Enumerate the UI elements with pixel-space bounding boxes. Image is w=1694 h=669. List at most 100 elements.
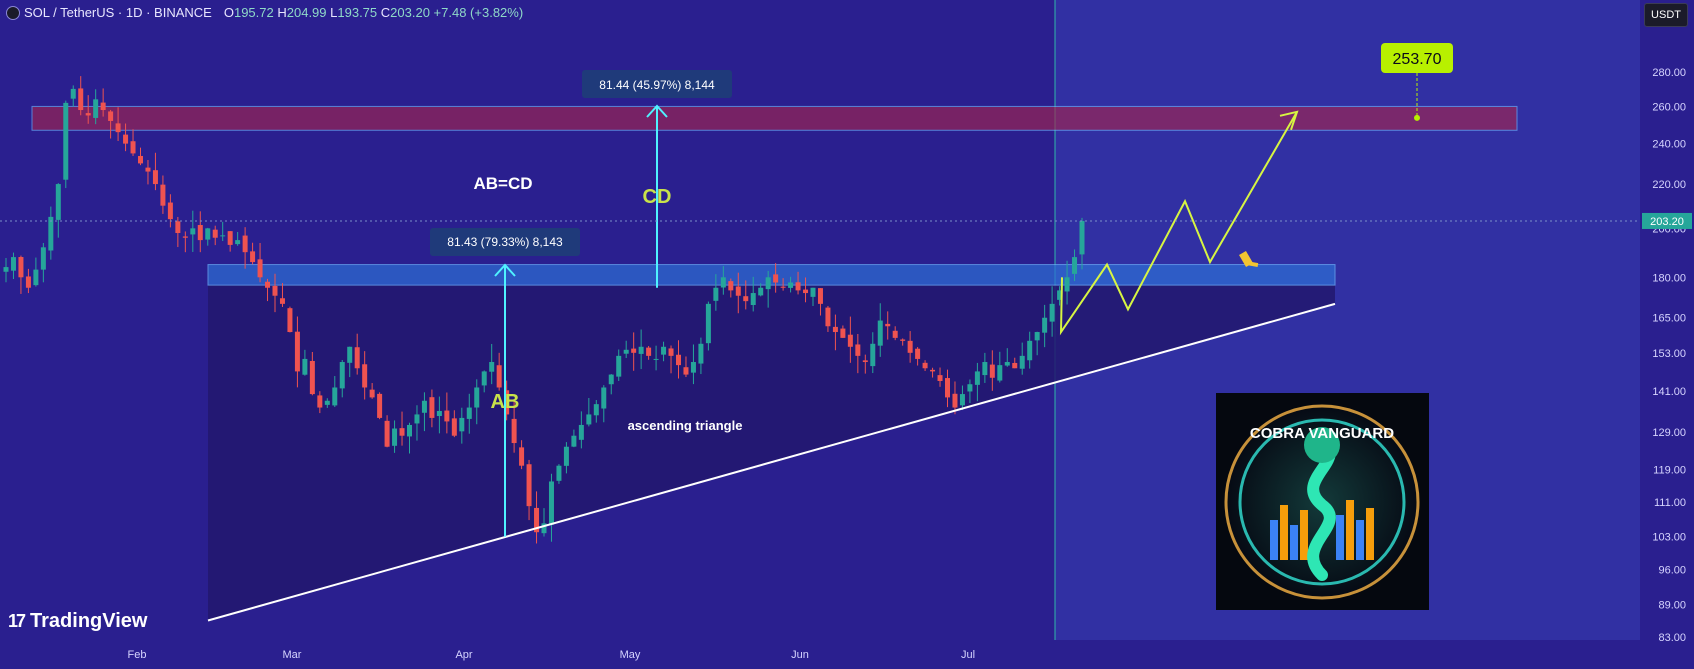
candle-body xyxy=(623,349,629,354)
candles xyxy=(3,76,1085,544)
logo-bar xyxy=(1300,510,1308,560)
y-tick-label: 96.00 xyxy=(1658,564,1686,576)
candle-body xyxy=(197,225,203,241)
candle-body xyxy=(870,343,876,367)
y-tick-label: 220.00 xyxy=(1652,179,1686,191)
candle-body xyxy=(563,446,569,466)
y-tick-label: 111.00 xyxy=(1654,497,1686,509)
candle-body xyxy=(309,360,315,395)
candle-body xyxy=(765,277,771,290)
logo-bar xyxy=(1346,500,1354,560)
symbol-icon xyxy=(6,5,20,20)
candle-body xyxy=(55,184,61,220)
candle-body xyxy=(556,465,562,481)
y-tick-label: 180.00 xyxy=(1652,272,1686,284)
candle-body xyxy=(713,287,719,301)
logo-bar xyxy=(1366,508,1374,560)
candle-body xyxy=(780,286,786,288)
y-tick-label: 141.00 xyxy=(1652,386,1686,398)
support-zone xyxy=(207,264,1336,286)
candle-body xyxy=(937,375,943,381)
candle-body xyxy=(324,400,330,405)
x-tick-label: Mar xyxy=(283,649,302,661)
candle-body xyxy=(1057,290,1063,300)
x-tick-label: Apr xyxy=(455,649,472,661)
zones xyxy=(31,105,1518,286)
candle-body xyxy=(1012,362,1018,369)
candle-body xyxy=(511,418,517,444)
candle-body xyxy=(803,289,809,294)
candle-body xyxy=(332,387,338,406)
candle-body xyxy=(668,348,674,356)
x-tick-label: Jul xyxy=(961,649,975,661)
currency-badge[interactable]: USDT xyxy=(1644,3,1688,27)
candle-body xyxy=(855,344,861,356)
candle-body xyxy=(123,134,129,144)
y-tick-label: 165.00 xyxy=(1652,313,1686,325)
candle-body xyxy=(832,326,838,333)
candle-body xyxy=(93,99,99,118)
candle-body xyxy=(40,247,46,270)
candle-body xyxy=(997,365,1003,381)
candle-body xyxy=(698,343,704,364)
symbol-title[interactable]: SOL / TetherUS · 1D · BINANCE xyxy=(24,5,212,20)
candle-body xyxy=(279,298,285,304)
candle-body xyxy=(212,229,218,238)
candle-body xyxy=(25,276,31,288)
candle-body xyxy=(3,267,9,272)
candle-body xyxy=(690,362,696,373)
candle-body xyxy=(982,362,988,376)
candle-body xyxy=(152,170,158,185)
candle-body xyxy=(302,358,308,375)
candle-body xyxy=(788,282,794,288)
candle-body xyxy=(362,364,368,388)
target-dot xyxy=(1414,114,1420,121)
candle-body xyxy=(272,285,278,296)
candle-body xyxy=(683,367,689,375)
candle-body xyxy=(907,340,913,353)
candle-body xyxy=(735,286,741,296)
candle-body xyxy=(1034,332,1040,341)
y-tick-label: 129.00 xyxy=(1652,427,1686,439)
candle-body xyxy=(175,221,181,234)
candle-body xyxy=(459,417,465,432)
candle-body xyxy=(33,269,39,286)
candle-body xyxy=(892,330,898,338)
candle-body xyxy=(593,404,599,416)
candle-body xyxy=(100,102,106,111)
ab-measure-label: 81.43 (79.33%) 8,143 xyxy=(447,235,563,249)
ab-equals-cd-label: AB=CD xyxy=(473,174,532,193)
candle-body xyxy=(1079,220,1085,255)
candle-body xyxy=(63,102,69,180)
candle-body xyxy=(548,481,554,525)
logo-ring-inner xyxy=(1238,418,1406,586)
candle-body xyxy=(885,323,891,327)
candle-body xyxy=(392,428,398,446)
candle-body xyxy=(1042,317,1048,333)
logo-text: COBRA VANGUARD xyxy=(1250,425,1394,442)
candle-body xyxy=(810,287,816,297)
target-label: 253.70 xyxy=(1393,51,1442,68)
candle-body xyxy=(631,348,637,353)
candle-body xyxy=(519,447,525,466)
candle-body xyxy=(601,387,607,409)
candle-body xyxy=(108,111,114,121)
y-axis-bg xyxy=(1640,0,1694,669)
candle-body xyxy=(130,141,136,154)
candle-body xyxy=(1019,355,1025,369)
ascending-triangle-label: ascending triangle xyxy=(628,418,743,433)
last-price-label: 203.20 xyxy=(1650,216,1684,228)
candle-body xyxy=(429,397,435,418)
candle-body xyxy=(952,393,958,408)
ohlc-values: O195.72 H204.99 L193.75 C203.20 +7.48 (+… xyxy=(223,5,524,20)
overlays: 81.43 (79.33%) 8,143 AB 81.44 (45.97%) 8,1… xyxy=(207,43,1453,622)
candle-body xyxy=(728,281,734,291)
candle-body xyxy=(653,358,659,360)
candle-body xyxy=(1004,362,1010,366)
candle-body xyxy=(182,236,188,238)
tradingview-logo[interactable]: 17 TradingView xyxy=(8,610,147,633)
candle-body xyxy=(235,240,241,245)
tradingview-label: TradingView xyxy=(30,610,148,632)
projection-arrowhead xyxy=(1279,110,1299,131)
